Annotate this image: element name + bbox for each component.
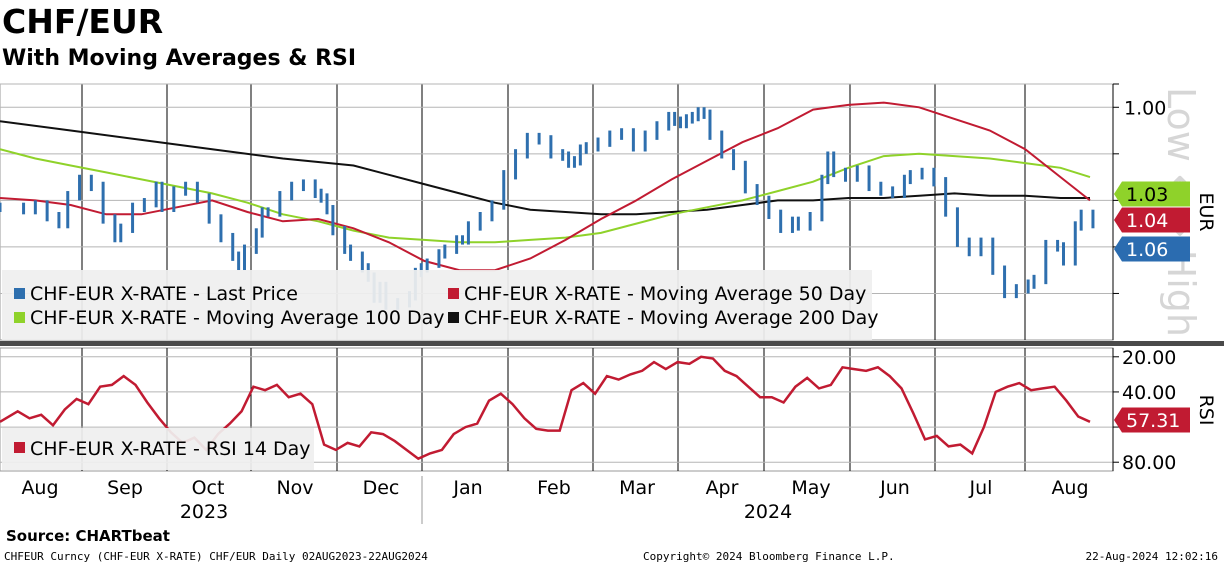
- price-value-label-1-bg: [1114, 207, 1190, 233]
- rsi-value-labels: 57.31: [1114, 407, 1190, 433]
- legend-label-rsi: CHF-EUR X-RATE - RSI 14 Day: [30, 438, 311, 460]
- x-tick-label-year: 2024: [744, 501, 792, 523]
- chart-subtitle: With Moving Averages & RSI: [2, 46, 357, 71]
- x-tick-label-month: Jul: [969, 477, 993, 499]
- series-chf-eur-x-rate-moving-average-50-day: [0, 101, 1091, 272]
- x-tick-label-month: Feb: [537, 477, 571, 499]
- price-value-label-2-text: 1.06: [1126, 239, 1168, 261]
- x-tick-label-month: Oct: [192, 477, 225, 499]
- rsi-legend-box: [2, 428, 314, 470]
- x-tick-label-month: May: [791, 477, 830, 499]
- price-tick-label: 1.00: [1124, 97, 1166, 119]
- x-tick-label-month: Dec: [363, 477, 400, 499]
- footer-timestamp: 22-Aug-2024 12:02:16: [1085, 550, 1218, 563]
- legend-swatch-last-price: [14, 288, 25, 299]
- footer-ticker: CHFEUR Curncy (CHF-EUR X-RATE) CHF/EUR D…: [4, 550, 428, 563]
- legend-label-last-price: CHF-EUR X-RATE - Last Price: [30, 283, 298, 305]
- panel-divider[interactable]: [0, 341, 1224, 346]
- series-chf-eur-x-rate-moving-average-100-day: [0, 148, 1091, 244]
- rsi-tick-label: 80.00: [1122, 452, 1176, 474]
- rsi-value-label-0-text: 57.31: [1126, 410, 1180, 432]
- x-axis: Aug Sep Oct Nov Dec Jan Feb Mar Apr May Jun Jul Aug 2…: [21, 476, 1089, 524]
- x-tick-label-month: Nov: [276, 477, 313, 499]
- price-legend-box: [2, 270, 872, 340]
- price-value-label-2-bg: [1114, 236, 1190, 262]
- price-value-label-1-text: 1.04: [1126, 210, 1168, 232]
- price-value-labels: 1.03 1.04 1.06: [1114, 181, 1190, 262]
- legend-label-ma200: CHF-EUR X-RATE - Moving Average 200 Day: [464, 307, 878, 329]
- legend-label-ma100: CHF-EUR X-RATE - Moving Average 100 Day: [30, 307, 444, 329]
- source-note: Source: CHARTbeat: [6, 527, 170, 545]
- legend-swatch-ma100: [14, 312, 25, 323]
- rsi-value-label-0: 57.31: [1114, 407, 1190, 433]
- price-legend: CHF-EUR X-RATE - Last Price CHF-EUR X-RA…: [14, 283, 878, 329]
- chart-title: CHF/EUR: [2, 2, 164, 41]
- price-value-label-0-bg: [1114, 181, 1190, 207]
- x-tick-label-month: Aug: [1051, 477, 1088, 499]
- price-value-label-1: 1.04: [1114, 207, 1190, 233]
- series-chf-eur-x-rate-last-price: [0, 107, 1095, 310]
- x-tick-label-year: 2023: [180, 501, 228, 523]
- rsi-legend: CHF-EUR X-RATE - RSI 14 Day: [14, 438, 311, 460]
- x-tick-label-month: Jun: [879, 477, 910, 499]
- x-tick-label-month: Aug: [21, 477, 58, 499]
- price-axis-label: EUR: [1195, 192, 1217, 231]
- x-tick-label-month: Apr: [706, 477, 739, 499]
- series-chf-eur-x-rate-moving-average-200-day: [0, 120, 1090, 216]
- price-value-label-0: 1.03: [1114, 181, 1190, 207]
- rsi-tick-label: 40.00: [1122, 382, 1176, 404]
- rsi-axis-label: RSI: [1195, 395, 1217, 426]
- x-tick-label-month: Mar: [619, 477, 655, 499]
- rsi-y-axis: 20.00 40.00 80.00: [1112, 347, 1176, 474]
- price-value-label-0-text: 1.03: [1126, 184, 1168, 206]
- rsi-tick-label: 20.00: [1122, 347, 1176, 369]
- footer-copyright: Copyright© 2024 Bloomberg Finance L.P.: [643, 550, 895, 563]
- rsi-value-label-0-bg: [1114, 407, 1190, 433]
- price-y-axis: 1.00: [1112, 83, 1166, 340]
- legend-swatch-rsi: [14, 442, 25, 453]
- legend-swatch-ma200: [448, 312, 459, 323]
- x-tick-label-month: Sep: [107, 477, 143, 499]
- x-tick-label-month: Jan: [452, 477, 482, 499]
- legend-label-ma50: CHF-EUR X-RATE - Moving Average 50 Day: [464, 283, 866, 305]
- legend-swatch-ma50: [448, 288, 459, 299]
- price-value-label-2: 1.06: [1114, 236, 1190, 262]
- price-plot: [0, 101, 1095, 310]
